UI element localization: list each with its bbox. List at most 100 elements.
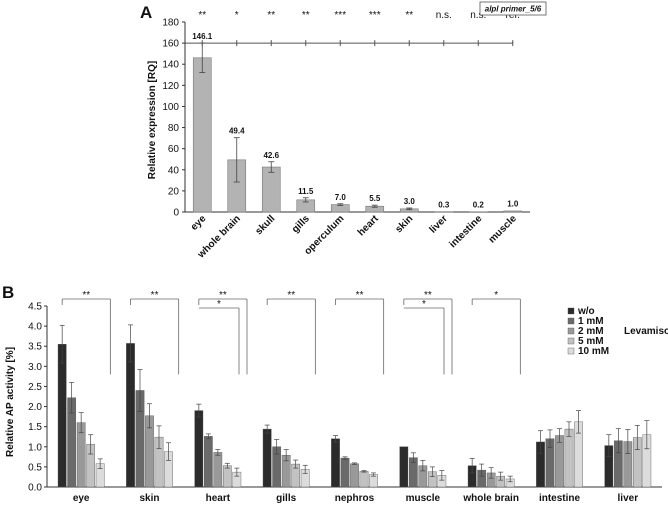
a-significance-mark: ** [198,10,206,21]
a-y-tick-label: 160 [162,39,179,50]
a-bar-skull [261,166,281,213]
b-category-label: liver [618,493,639,504]
b-category-label: eye [73,493,90,504]
b-legend-label: 2 mM [578,326,604,337]
panel-a-y-axis-label: Relative expression [RQ] [147,61,158,179]
panel-a-letter: A [140,3,152,22]
b-bar-nephros-s0 [331,438,340,488]
b-y-tick-label: 2.5 [28,382,42,393]
b-y-tick-label: 0.0 [28,483,42,494]
b-significance-mark-inner: * [422,299,426,310]
b-category-label: muscle [406,493,441,504]
a-bar-intestine [468,211,488,213]
b-category-label: nephros [335,493,375,504]
a-category-label: heart [356,213,382,239]
b-legend-label: 1 mM [578,316,604,327]
a-data-label: 146.1 [192,32,213,41]
primer-box-label: alpl primer_5/6 [485,5,542,14]
b-y-tick-label: 1.5 [28,422,42,433]
a-category-label: skull [253,213,277,237]
b-bar-gills-s0 [262,428,272,488]
b-category-label: skin [139,493,159,504]
b-y-tick-label: 1.0 [28,442,42,453]
a-y-tick-label: 60 [168,144,180,155]
b-category-label: heart [206,493,231,504]
a-data-label: 0.2 [473,201,485,210]
a-significance-mark: *** [369,10,381,21]
b-category-label: gills [276,493,296,504]
a-data-label: 1.0 [507,200,519,209]
b-bar-heart-s3 [222,465,232,488]
a-category-label: gills [290,213,312,235]
a-category-label: eye [189,213,209,233]
a-y-tick-label: 80 [168,123,180,134]
b-legend-levamisole: Levamisole [624,326,668,337]
b-legend-label: w/o [577,306,595,317]
a-data-label: 42.6 [263,151,279,160]
b-legend-swatch [567,327,575,335]
a-significance-mark: ** [302,10,310,21]
a-y-tick-label: 140 [162,60,179,71]
b-significance-mark-inner: * [217,299,221,310]
b-y-tick-label: 3.5 [28,342,42,353]
b-category-label: intestine [539,493,581,504]
panel-a-significance: ref.** * ** ** *** *** ** n.s. n.s. [185,10,520,47]
b-legend-swatch [567,317,575,325]
a-category-label: skin [393,213,415,235]
a-data-label: 11.5 [298,187,314,196]
panel-a-axes: 0 20 40 60 80 100 120 140 160 180 [162,18,530,219]
b-bar-skin-s0 [126,343,135,488]
b-y-tick-label: 4.5 [28,302,42,313]
a-significance-mark: ** [405,10,413,21]
a-y-tick-label: 40 [168,165,180,176]
b-legend-swatch [567,347,575,355]
a-y-tick-label: 120 [162,81,179,92]
b-legend-label: 10 mM [578,346,609,357]
a-category-label: liver [428,213,450,235]
b-significance-mark: ** [424,290,432,301]
a-y-tick-label: 20 [168,186,180,197]
a-data-label: 5.5 [369,194,381,203]
a-category-label: intestine [448,213,485,250]
b-significance-mark: ** [82,290,90,301]
a-data-label: 7.0 [335,193,347,202]
b-bar-heart-s1 [203,436,213,488]
b-bar-heart-s0 [194,410,204,488]
b-bar-nephros-s1 [340,457,350,488]
a-ref-label: ref. [506,10,520,21]
b-legend-swatch [567,337,575,345]
b-bar-heart-s2 [213,452,223,488]
b-bar-eye-s0 [57,344,67,488]
a-data-label: 3.0 [404,197,416,206]
b-y-tick-label: 4.0 [28,322,42,333]
b-significance-mark: ** [219,290,227,301]
a-bar-muscle [503,210,523,213]
a-y-tick-label: 180 [162,18,179,29]
a-significance-mark: *** [334,10,346,21]
a-y-tick-label: 100 [162,102,179,113]
b-significance-mark: ** [151,290,159,301]
panel-b-y-axis-label: Relative AP activity [%] [5,347,16,457]
b-significance-mark: * [494,290,498,301]
b-bar-nephros-s3 [359,471,369,488]
a-significance-mark: n.s. [470,10,486,21]
b-legend-swatch [567,307,575,315]
a-bar-eye [192,57,212,213]
a-y-tick-label: 0 [173,208,179,219]
b-y-tick-label: 2.0 [28,402,42,413]
b-y-tick-label: 0.5 [28,462,42,473]
b-bar-intestine-s2 [555,435,564,488]
a-significance-mark: n.s. [436,10,452,21]
panel-b-chart: B 0.0 0.5 1.0 1.5 2.0 2.5 3.0 3.5 4.0 4.5 eye skin… [2,283,668,504]
panel-b-significance: ** ** ***** ** **** [61,290,521,375]
panel-b-letter: B [2,283,14,302]
a-significance-mark: ** [267,10,275,21]
b-bar-nephros-s2 [350,463,359,488]
panel-a-primer-box: alpl primer_5/6 [479,1,547,16]
b-bar-intestine-s3 [564,428,574,488]
a-data-label: 49.4 [229,127,245,136]
